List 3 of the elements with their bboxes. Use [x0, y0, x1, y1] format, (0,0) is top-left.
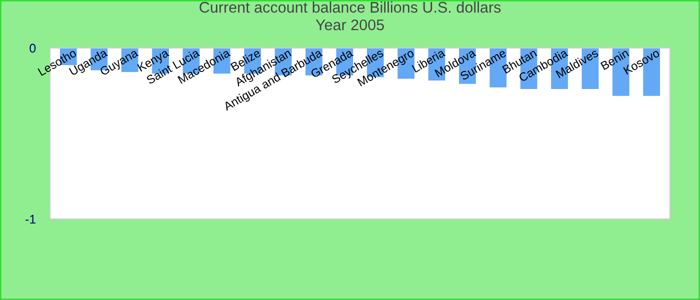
y-tick-label: -1 [26, 214, 36, 224]
chart-title: Current account balance Billions U.S. dollars Year 2005 [200, 2, 501, 30]
y-tick-label: 0 [30, 44, 36, 53]
